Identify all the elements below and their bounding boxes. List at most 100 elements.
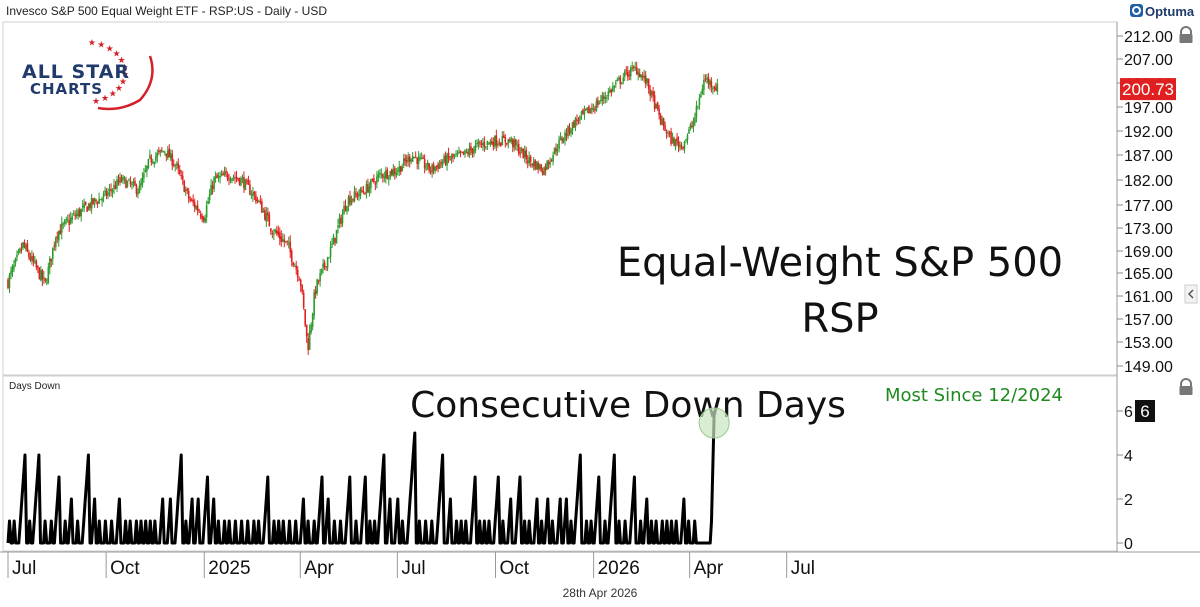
price-candle	[376, 171, 378, 189]
price-candle	[161, 147, 163, 153]
price-candle	[393, 165, 396, 180]
price-candle	[47, 262, 50, 285]
lock-icon[interactable]	[1177, 26, 1195, 43]
price-candle	[111, 188, 114, 198]
price-candle	[68, 213, 71, 232]
price-candle	[198, 208, 200, 213]
price-candle	[619, 74, 622, 89]
price-candle	[646, 78, 648, 87]
price-candle	[211, 180, 214, 195]
chevron-left-icon[interactable]	[1184, 284, 1198, 304]
price-candle	[501, 130, 504, 146]
price-candle	[101, 196, 103, 207]
price-candle	[531, 163, 533, 168]
indicator-label: Days Down	[9, 381, 60, 392]
price-candle	[444, 151, 447, 167]
price-candle	[316, 278, 318, 296]
price-candle	[270, 227, 272, 236]
x-tick-label: 2025	[208, 558, 250, 579]
price-candle	[302, 289, 305, 310]
last-price-label: 200.73	[1122, 80, 1174, 99]
price-candle	[482, 137, 484, 151]
price-candle	[598, 100, 601, 105]
price-candle	[552, 151, 554, 166]
price-candle	[656, 101, 659, 111]
price-candle	[492, 137, 495, 151]
price-candle	[577, 117, 580, 125]
price-candle	[28, 249, 30, 260]
price-candle	[60, 216, 63, 240]
price-candle	[461, 151, 463, 154]
price-candle	[470, 142, 472, 156]
price-candle	[422, 154, 424, 159]
x-tick-label: Oct	[499, 558, 529, 579]
price-candle	[204, 214, 206, 224]
price-candle	[56, 231, 59, 244]
price-candle	[582, 108, 584, 116]
price-candle	[186, 187, 189, 194]
price-candle	[441, 159, 444, 169]
price-candle	[62, 221, 65, 229]
price-candle	[128, 178, 130, 182]
price-candle	[146, 165, 148, 178]
price-candle	[659, 113, 662, 126]
price-candle	[402, 153, 405, 169]
price-candle	[164, 150, 166, 156]
price-candle	[53, 241, 56, 251]
price-candle	[117, 174, 120, 186]
price-candle	[38, 266, 41, 280]
price-candle	[49, 256, 51, 275]
price-candle	[537, 160, 539, 174]
price-candle	[319, 268, 321, 287]
price-candle	[183, 179, 186, 193]
price-candle	[229, 176, 232, 184]
price-candle	[256, 196, 259, 204]
price-candle	[685, 138, 687, 143]
price-candle	[267, 207, 269, 222]
days-down-series	[6, 407, 730, 545]
price-candle	[192, 194, 194, 207]
price-candle	[679, 141, 681, 151]
price-candle	[622, 72, 625, 85]
price-candle	[311, 312, 314, 331]
price-candle	[559, 132, 562, 141]
price-candle	[226, 171, 229, 182]
last-value-badge: 6	[1135, 400, 1155, 422]
price-candle	[541, 167, 544, 176]
price-candle	[606, 94, 608, 103]
price-candle	[534, 158, 536, 171]
price-candle	[635, 61, 638, 76]
price-candle	[691, 120, 693, 129]
price-candle	[350, 195, 353, 206]
price-candle	[113, 179, 115, 194]
price-candle	[129, 176, 132, 188]
price-candle	[52, 247, 54, 265]
svg-text:★: ★	[119, 76, 127, 86]
date-footer: 28th Apr 2026	[563, 586, 638, 600]
lock-icon[interactable]	[1179, 378, 1193, 395]
price-candle	[171, 149, 174, 171]
price-candle	[476, 139, 478, 148]
price-candle	[379, 169, 381, 179]
price-candle	[338, 213, 341, 229]
price-candle	[232, 174, 235, 181]
price-candle	[408, 153, 411, 168]
price-candle	[281, 233, 284, 243]
price-candle	[135, 183, 138, 197]
x-tick-label: Apr	[694, 558, 724, 579]
price-candle	[452, 153, 454, 163]
price-candle	[222, 170, 224, 176]
price-candle	[473, 146, 475, 158]
price-candle	[71, 213, 74, 224]
price-candle	[603, 92, 605, 105]
price-candle	[716, 78, 719, 95]
price-candle	[417, 151, 420, 170]
price-candle	[653, 90, 656, 112]
price-candle	[556, 143, 559, 156]
price-candle	[698, 93, 701, 110]
price-candle	[205, 200, 208, 223]
price-candle	[523, 145, 526, 163]
price-candle	[385, 166, 387, 184]
price-candle	[65, 216, 68, 225]
price-candle	[661, 115, 663, 126]
